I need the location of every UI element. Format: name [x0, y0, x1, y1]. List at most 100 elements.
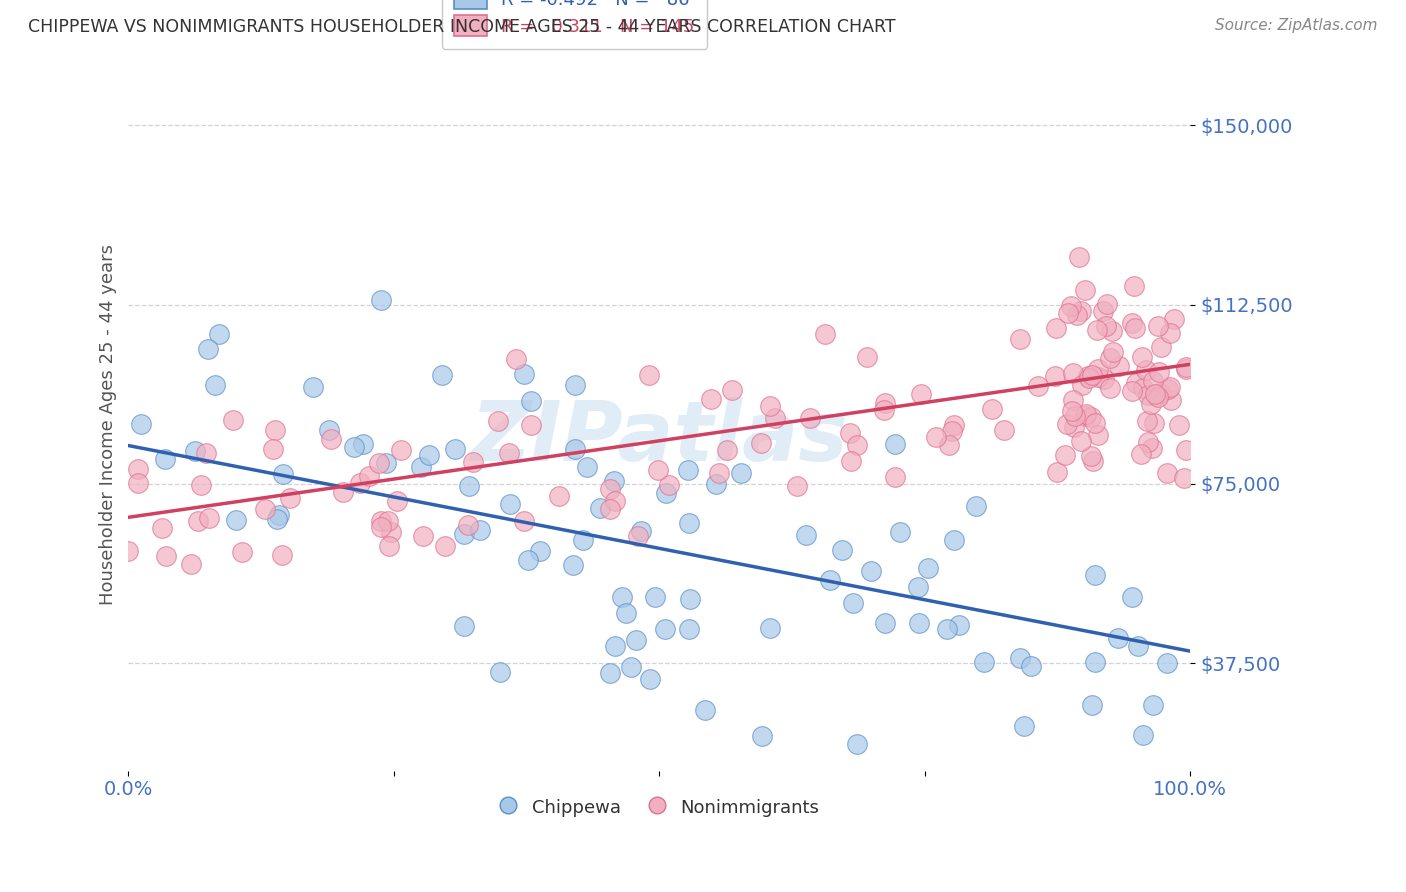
Point [572, 533, 595, 548]
Point [759, 621, 782, 635]
Point [1160, 393, 1182, 408]
Point [1073, 283, 1095, 297]
Point [943, 417, 966, 432]
Point [889, 524, 911, 539]
Point [385, 493, 408, 508]
Point [1123, 278, 1146, 293]
Point [155, 549, 177, 563]
Point [709, 466, 731, 480]
Point [1147, 390, 1170, 404]
Point [941, 424, 963, 438]
Point [624, 633, 647, 648]
Point [520, 417, 543, 432]
Point [973, 655, 995, 669]
Point [1056, 417, 1078, 431]
Point [1081, 698, 1104, 712]
Point [222, 412, 245, 426]
Point [468, 524, 491, 538]
Point [814, 327, 837, 342]
Point [564, 377, 586, 392]
Point [117, 544, 139, 558]
Point [1091, 304, 1114, 318]
Point [1077, 371, 1099, 385]
Point [254, 502, 277, 516]
Point [1101, 324, 1123, 338]
Point [576, 460, 599, 475]
Point [794, 527, 817, 541]
Point [1121, 317, 1143, 331]
Point [1008, 332, 1031, 346]
Point [1077, 368, 1099, 383]
Point [676, 462, 699, 476]
Point [610, 590, 633, 604]
Point [1074, 409, 1097, 423]
Point [368, 456, 391, 470]
Point [1139, 397, 1161, 411]
Point [1159, 379, 1181, 393]
Point [194, 446, 217, 460]
Point [412, 529, 434, 543]
Point [1121, 384, 1143, 399]
Point [411, 459, 433, 474]
Point [1008, 650, 1031, 665]
Point [197, 343, 219, 357]
Point [1045, 321, 1067, 335]
Point [512, 368, 534, 382]
Point [519, 393, 541, 408]
Point [1080, 450, 1102, 464]
Point [380, 524, 402, 539]
Point [786, 478, 808, 492]
Point [749, 436, 772, 450]
Point [489, 665, 512, 679]
Point [1067, 250, 1090, 264]
Point [704, 477, 727, 491]
Point [375, 456, 398, 470]
Point [264, 423, 287, 437]
Point [1150, 340, 1173, 354]
Text: CHIPPEWA VS NONIMMIGRANTS HOUSEHOLDER INCOME AGES 25 - 44 YEARS CORRELATION CHAR: CHIPPEWA VS NONIMMIGRANTS HOUSEHOLDER IN… [28, 18, 896, 36]
Point [917, 561, 939, 575]
Point [679, 592, 702, 607]
Point [127, 475, 149, 490]
Point [993, 423, 1015, 437]
Point [155, 452, 177, 467]
Point [856, 350, 879, 364]
Point [389, 442, 412, 457]
Point [1099, 351, 1122, 366]
Point [302, 380, 325, 394]
Point [1064, 409, 1087, 424]
Point [603, 494, 626, 508]
Point [1123, 321, 1146, 335]
Point [271, 548, 294, 562]
Point [799, 410, 821, 425]
Point [318, 423, 340, 437]
Point [513, 514, 536, 528]
Point [370, 519, 392, 533]
Point [1062, 367, 1084, 381]
Point [129, 417, 152, 431]
Point [1168, 418, 1191, 433]
Point [925, 430, 948, 444]
Point [278, 491, 301, 505]
Point [839, 454, 862, 468]
Point [1070, 303, 1092, 318]
Point [1149, 385, 1171, 400]
Point [620, 660, 643, 674]
Point [873, 396, 896, 410]
Point [187, 514, 209, 528]
Point [190, 478, 212, 492]
Point [1066, 308, 1088, 322]
Point [1063, 419, 1085, 434]
Point [184, 443, 207, 458]
Point [1102, 344, 1125, 359]
Point [678, 516, 700, 530]
Point [1108, 359, 1130, 373]
Point [1087, 362, 1109, 376]
Point [1135, 363, 1157, 377]
Point [936, 622, 959, 636]
Point [1132, 381, 1154, 395]
Point [1173, 471, 1195, 485]
Point [730, 467, 752, 481]
Point [457, 517, 479, 532]
Point [225, 512, 247, 526]
